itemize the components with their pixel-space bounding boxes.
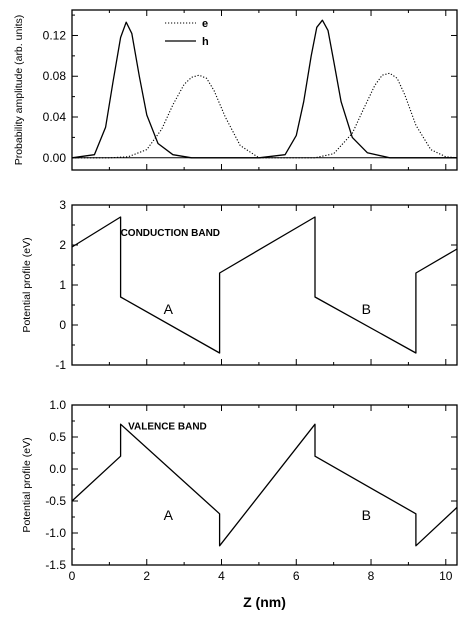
legend-label-h: h — [202, 36, 209, 48]
y-tick-label: 0.00 — [43, 151, 67, 165]
y-tick-label: -1.0 — [45, 526, 66, 540]
region-label: A — [164, 301, 174, 317]
y-axis-label: Potential profile (eV) — [21, 237, 33, 332]
band-label: CONDUCTION BAND — [121, 228, 220, 239]
x-tick-label: 4 — [218, 569, 225, 583]
region-label: A — [164, 507, 174, 523]
y-axis-label: Potential profile (eV) — [21, 437, 33, 532]
y-tick-label: 1.0 — [49, 398, 66, 412]
band-label: VALENCE BAND — [128, 421, 207, 432]
x-tick-label: 2 — [143, 569, 150, 583]
x-tick-label: 10 — [439, 569, 453, 583]
panel-1: 0.00 0.04 0.08 0.12 Probability amplitude (a… — [13, 9, 458, 171]
x-axis-label: Z (nm) — [243, 594, 286, 610]
legend-label-e: e — [202, 18, 208, 30]
y-tick-label: -0.5 — [45, 494, 66, 508]
y-axis-label: Probability amplitude (arb. units) — [13, 15, 25, 166]
y-tick-label: 0.5 — [49, 430, 66, 444]
region-label: B — [362, 507, 371, 523]
y-tick-label: 0.08 — [43, 69, 67, 83]
y-tick-label: 3 — [59, 198, 66, 212]
y-tick-label: 2 — [59, 238, 66, 252]
y-tick-label: 0.0 — [49, 462, 66, 476]
y-tick-label: -1.5 — [45, 558, 66, 572]
series-line-h — [71, 19, 457, 159]
y-tick-label: 1 — [59, 278, 66, 292]
y-tick-label: 0.12 — [43, 28, 67, 42]
series-line-panel3 — [71, 423, 458, 547]
y-tick-label: 0 — [59, 318, 66, 332]
region-label: B — [362, 301, 371, 317]
y-tick-label: 0.04 — [43, 110, 67, 124]
x-tick-label: 6 — [293, 569, 300, 583]
x-tick-label: 8 — [368, 569, 375, 583]
x-tick-label: 0 — [69, 569, 76, 583]
panel-2: -1 0 1 2 3 Potential profile (eV) CONDUCTION B… — [21, 198, 458, 372]
series-line-e — [72, 72, 458, 159]
y-tick-label: -1 — [55, 358, 66, 372]
panel-3: -1.5 -1.0 -0.5 0.0 0.5 1.0 0 2 4 6 8 10 Potential pr… — [21, 398, 458, 610]
series-line-panel2 — [71, 216, 458, 354]
plot-frame — [71, 9, 458, 171]
